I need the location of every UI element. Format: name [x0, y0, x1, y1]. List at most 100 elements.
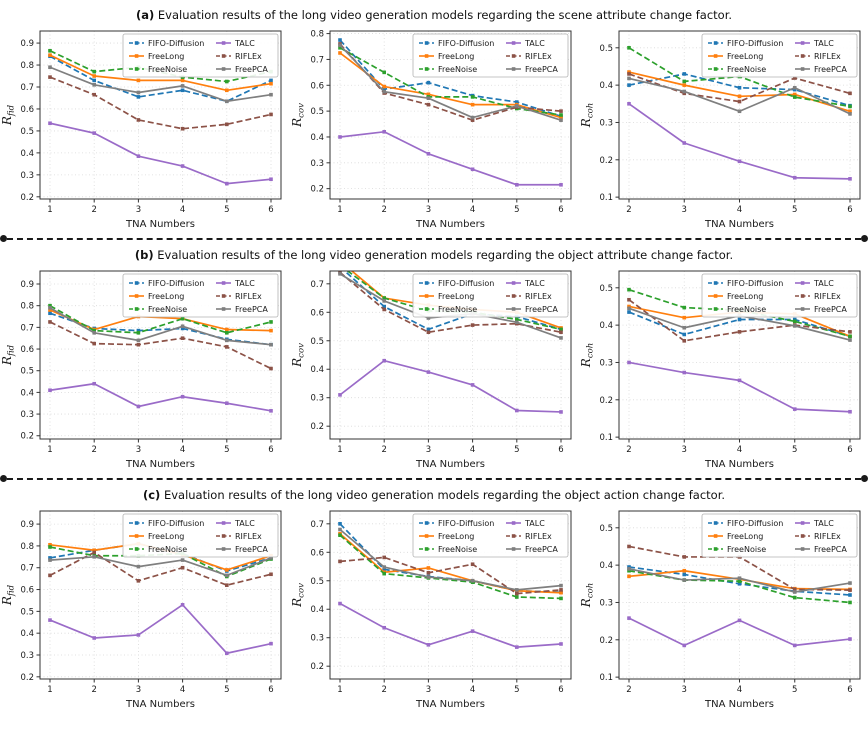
- x-tick-label: 3: [682, 205, 687, 215]
- legend-marker-FIFO-Diffusion: [424, 281, 428, 285]
- marker-TALC: [470, 167, 474, 172]
- y-tick-label: 0.4: [20, 388, 34, 398]
- marker-FIFO-Diffusion: [627, 83, 631, 87]
- legend-label-FreeLong: FreeLong: [148, 292, 184, 301]
- marker-FreePCA: [558, 336, 563, 340]
- legend-label-FIFO-Diffusion: FIFO-Diffusion: [727, 39, 783, 48]
- y-axis-label: Rfid: [0, 104, 17, 126]
- marker-RIFLEx: [180, 336, 185, 340]
- x-tick-label: 4: [737, 445, 742, 455]
- chart-b-rfid: 0.2 0.3 0.4 0.5 0.6 0.7 0.8 0.9 1 2 3 4 5 6 TNA Number…: [0, 266, 289, 472]
- x-tick-label: 1: [337, 685, 342, 695]
- legend-marker-FreeLong: [424, 294, 428, 298]
- marker-FIFO-Diffusion: [48, 311, 52, 316]
- legend-marker-FreePCA: [221, 307, 226, 311]
- x-tick-label: 1: [47, 445, 52, 455]
- legend-label-FIFO-Diffusion: FIFO-Diffusion: [727, 519, 783, 528]
- legend-marker-RIFLEx: [221, 294, 226, 298]
- legend-label-RIFLEx: RIFLEx: [525, 52, 552, 61]
- legend-marker-FIFO-Diffusion: [134, 521, 139, 525]
- marker-FreeLong: [92, 74, 96, 78]
- y-tick-label: 0.1: [599, 673, 613, 683]
- marker-TALC: [136, 154, 141, 158]
- series-FreeLong: [338, 533, 561, 594]
- legend-label-FreePCA: FreePCA: [814, 545, 847, 554]
- legend-label-FreeLong: FreeLong: [148, 52, 184, 61]
- marker-FIFO-Diffusion: [792, 317, 797, 322]
- marker-TALC: [269, 409, 273, 413]
- y-tick-label: 0.5: [20, 607, 34, 617]
- marker-RIFLEx: [514, 591, 519, 596]
- section-c-title: (c) Evaluation results of the long video…: [0, 485, 868, 506]
- x-tick-label: 5: [792, 445, 797, 455]
- y-tick-label: 0.7: [310, 520, 324, 530]
- series-FreeNoise: [345, 271, 561, 331]
- x-tick-label: 6: [268, 685, 273, 695]
- marker-FreePCA: [514, 588, 519, 592]
- marker-FIFO-Diffusion: [682, 72, 687, 76]
- marker-FreeLong: [92, 548, 96, 553]
- y-axis-label: Rcoh: [579, 103, 596, 128]
- marker-RIFLEx: [48, 573, 52, 578]
- x-tick-label: 2: [381, 205, 386, 215]
- y-tick-label: 0.3: [310, 634, 324, 644]
- marker-FreePCA: [225, 338, 229, 343]
- marker-TALC: [136, 404, 141, 409]
- legend-marker-RIFLEx: [800, 294, 805, 298]
- x-tick-label: 6: [268, 205, 273, 215]
- y-tick-label: 0.4: [20, 149, 34, 159]
- y-tick-label: 0.9: [20, 39, 34, 49]
- marker-FreeLong: [426, 566, 430, 570]
- marker-FreePCA: [792, 590, 797, 594]
- section-c: (c) Evaluation results of the long video…: [0, 485, 868, 712]
- marker-TALC: [848, 177, 852, 181]
- marker-TALC: [180, 603, 185, 607]
- y-tick-label: 0.4: [310, 605, 324, 615]
- marker-TALC: [225, 401, 229, 406]
- marker-FreeNoise: [558, 596, 563, 601]
- section-c-caption: Evaluation results of the long video gen…: [163, 488, 726, 502]
- marker-RIFLEx: [737, 330, 742, 334]
- marker-FreeLong: [136, 78, 141, 83]
- marker-FreeLong: [792, 92, 797, 97]
- marker-FreePCA: [381, 565, 386, 569]
- marker-RIFLEx: [682, 91, 687, 96]
- marker-RIFLEx: [737, 99, 742, 104]
- legend-label-FreePCA: FreePCA: [235, 305, 268, 314]
- y-axis-label: Rcoh: [579, 343, 596, 368]
- marker-FreePCA: [225, 99, 229, 104]
- marker-TALC: [514, 408, 519, 413]
- marker-TALC: [225, 181, 229, 186]
- y-axis-label: Rcov: [290, 583, 307, 608]
- x-axis-label: TNA Numbers: [125, 699, 195, 710]
- y-tick-label: 0.2: [20, 432, 34, 442]
- legend-label-TALC: TALC: [524, 519, 545, 528]
- marker-FreePCA: [737, 576, 742, 580]
- legend-label-FreeNoise: FreeNoise: [727, 65, 766, 74]
- x-tick-label: 2: [381, 445, 386, 455]
- marker-RIFLEx: [92, 550, 96, 555]
- marker-FreePCA: [682, 89, 687, 94]
- legend-marker-FIFO-Diffusion: [134, 281, 139, 285]
- marker-FreeNoise: [180, 316, 185, 321]
- x-tick-label: 5: [792, 685, 797, 695]
- marker-FreePCA: [136, 338, 141, 343]
- y-tick-label: 0.1: [599, 193, 613, 203]
- section-a-label: (a): [135, 8, 155, 22]
- x-tick-label: 6: [558, 685, 563, 695]
- y-tick-label: 0.5: [20, 367, 34, 377]
- series-RIFLEx: [49, 551, 272, 587]
- charts-row-a: 0.2 0.3 0.4 0.5 0.6 0.7 0.8 0.9 1 2 3 4 5 6 TNA Number…: [0, 26, 868, 232]
- marker-RIFLEx: [225, 345, 229, 349]
- legend-marker-TALC: [511, 41, 515, 45]
- marker-FIFO-Diffusion: [381, 567, 386, 572]
- marker-FreeLong: [848, 109, 852, 114]
- chart-a-rcoh: 0.1 0.2 0.3 0.4 0.5 2 3 4 5 6 TNA Numbers Rcoh FIFO-…: [579, 26, 868, 232]
- legend-label-RIFLEx: RIFLEx: [814, 292, 841, 301]
- marker-FreeLong: [381, 84, 386, 89]
- x-tick-label: 1: [337, 445, 342, 455]
- series-FreeLong: [338, 52, 561, 119]
- y-tick-label: 0.2: [599, 396, 613, 406]
- marker-RIFLEx: [848, 91, 852, 96]
- marker-RIFLEx: [136, 118, 141, 122]
